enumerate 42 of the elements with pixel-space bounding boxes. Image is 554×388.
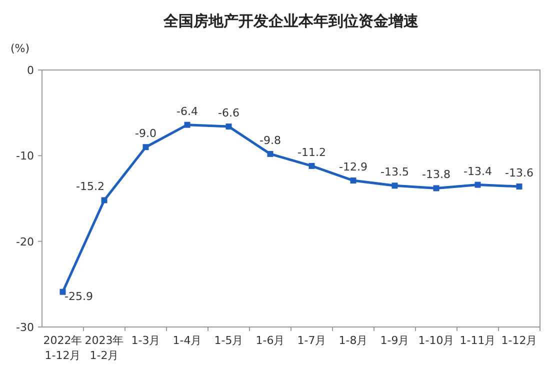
x-tick-label: 1-5月 xyxy=(214,334,244,347)
data-label: -13.5 xyxy=(380,166,409,179)
point xyxy=(392,182,398,189)
point xyxy=(101,197,108,204)
data-label: -9.0 xyxy=(135,127,156,140)
data-label: -13.4 xyxy=(464,164,492,178)
x-tick-label: 1-7月 xyxy=(297,334,326,347)
x-tick-label: 2022年 1-12月 xyxy=(43,334,82,362)
x-tick-label: 1-3月 xyxy=(131,334,160,347)
data-label: -6.6 xyxy=(218,106,240,120)
data-label: -12.9 xyxy=(339,160,368,174)
data-label: -6.4 xyxy=(176,104,198,118)
x-tick-label: 1-10月 xyxy=(418,334,454,347)
data-label: -25.9 xyxy=(64,290,93,303)
x-tick-label: 1-8月 xyxy=(338,334,368,347)
point xyxy=(474,182,481,188)
y-tick-label: -10 xyxy=(16,150,34,163)
point xyxy=(142,144,149,150)
x-tick-label: 1-4月 xyxy=(172,334,202,347)
chart-title: 全国房地产开发企业本年到位资金增速 xyxy=(162,12,420,30)
data-label: -15.2 xyxy=(76,180,104,194)
data-label: -13.8 xyxy=(422,168,450,182)
x-tick-label: 1-6月 xyxy=(256,334,285,347)
point xyxy=(60,288,66,295)
y-tick-label: 0 xyxy=(27,64,34,77)
x-tick-label: 1-12月 xyxy=(501,334,538,347)
data-label: -9.8 xyxy=(260,134,281,147)
x-tick-label: 2023年 1-2月 xyxy=(84,334,124,362)
y-tick-label: -30 xyxy=(16,321,34,334)
x-tick-label: 1-11月 xyxy=(460,334,496,347)
y-axis-title: (%) xyxy=(10,42,30,55)
point xyxy=(308,162,315,169)
point xyxy=(267,150,274,157)
point xyxy=(350,178,356,184)
point xyxy=(516,184,522,190)
data-label: -11.2 xyxy=(298,146,326,159)
x-tick-label: 1-9月 xyxy=(380,334,410,347)
data-label: -13.6 xyxy=(505,166,534,180)
y-tick-label: -20 xyxy=(16,235,34,248)
point xyxy=(433,185,440,192)
point xyxy=(184,122,190,128)
point xyxy=(226,124,232,130)
